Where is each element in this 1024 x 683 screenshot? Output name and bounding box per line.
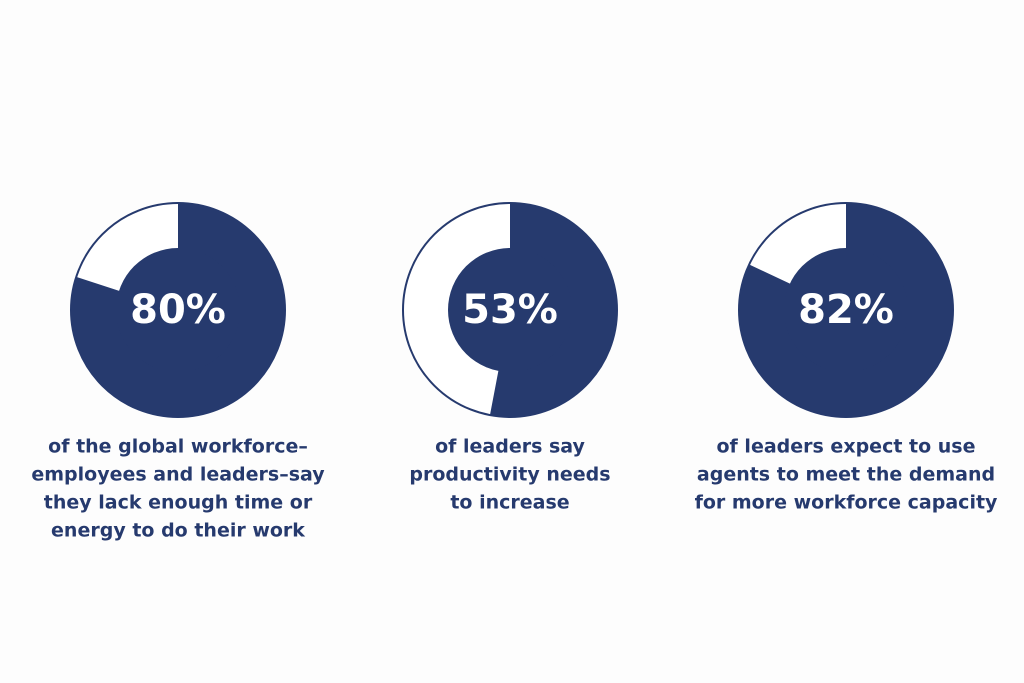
donut-center [784, 248, 908, 372]
caption-line: they lack enough time or [44, 492, 313, 514]
percentage-label: 82% [798, 287, 894, 333]
caption-line: of the global workforce– [48, 436, 308, 458]
caption-line: employees and leaders–say [31, 464, 325, 486]
donut-center [448, 248, 572, 372]
caption-line: to increase [450, 492, 569, 514]
caption-line: agents to meet the demand [697, 464, 995, 486]
caption-line: productivity needs [409, 464, 610, 486]
percentage-label: 53% [462, 287, 558, 333]
caption-line: of leaders expect to use [717, 436, 976, 458]
percentage-label: 80% [130, 287, 226, 333]
caption-line: energy to do their work [51, 520, 305, 542]
donut-center [116, 248, 240, 372]
caption-line: for more workforce capacity [695, 492, 998, 514]
caption-line: of leaders say [435, 436, 585, 458]
